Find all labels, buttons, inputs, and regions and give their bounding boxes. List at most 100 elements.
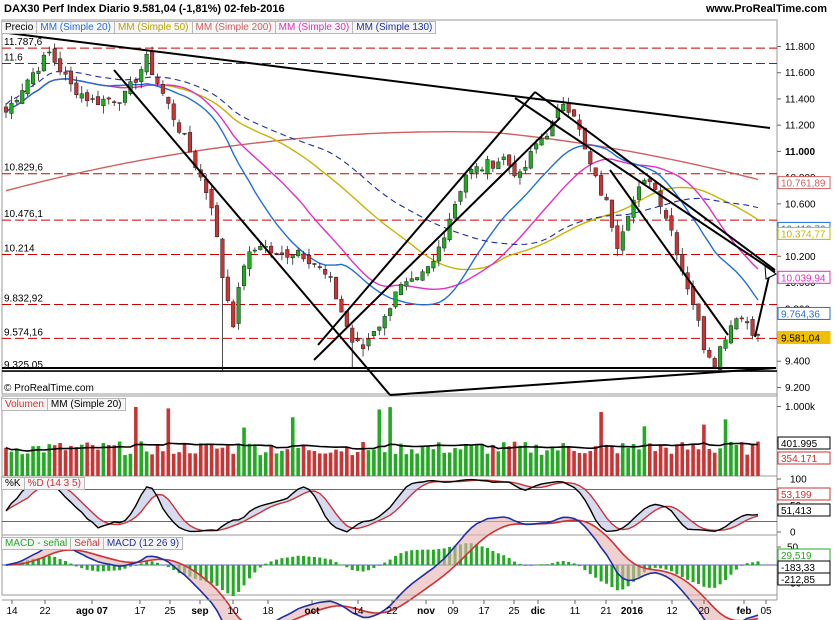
candle-body (739, 317, 744, 320)
candle-body (388, 308, 393, 316)
brand-link[interactable]: www.ProRealTime.com (705, 3, 827, 15)
volume-bar (85, 442, 89, 476)
volume-bar (588, 450, 593, 476)
price-level-label: 9.574,16 (4, 327, 43, 338)
stoch-k-line (5, 478, 759, 533)
macd-histogram-bar (69, 563, 73, 565)
macd-histogram-bar (47, 555, 51, 565)
candle-body (350, 327, 355, 343)
candle-body (663, 210, 669, 219)
macd-histogram-bar (85, 565, 89, 570)
candle-body (609, 199, 614, 228)
x-tick-label: 22 (386, 606, 398, 617)
candle-body (507, 154, 512, 166)
candle-body (160, 84, 165, 94)
volume-bar (139, 441, 144, 476)
x-tick-label: 17 (134, 606, 146, 617)
candle-body (544, 135, 550, 140)
candle-body (139, 69, 144, 82)
candle-body (41, 54, 46, 72)
volume-bar (350, 455, 355, 476)
volume-bar (69, 445, 73, 476)
trend-line (317, 91, 536, 346)
volume-bar (550, 447, 555, 476)
legend-stoch-k[interactable]: %K (1, 477, 24, 490)
volume-value-box (777, 451, 831, 465)
macd-tick-label: 50 (787, 543, 799, 554)
x-tick-label: 05 (760, 606, 772, 617)
macd-histogram-bar (734, 565, 738, 570)
legend-macd-hist[interactable]: MACD - señal (1, 537, 71, 550)
volume-bar (669, 453, 674, 476)
candle-body (306, 254, 312, 265)
legend-stoch-d[interactable]: %D (14 3 5) (23, 477, 85, 490)
volume-bar (182, 444, 187, 476)
macd-histogram-bar (329, 559, 333, 565)
legend-volume-ma[interactable]: MM (Simple 20) (46, 398, 126, 411)
legend-macd-signal[interactable]: Señal (70, 537, 103, 550)
volume-bar (620, 443, 625, 476)
candle-body (9, 102, 14, 114)
candle-body (312, 263, 317, 265)
candle-body (171, 103, 176, 120)
volume-bar (653, 451, 658, 476)
macd-histogram-bar (318, 557, 322, 565)
candle-body (442, 237, 447, 249)
stoch-value-box (777, 487, 831, 501)
legend-volume[interactable]: Volumen (1, 398, 47, 411)
legend-ma130[interactable]: MM (Simple 130) (352, 21, 437, 34)
candle-body (47, 51, 52, 54)
candle-body (615, 225, 620, 249)
volume-bar (458, 449, 463, 476)
volume-bar (161, 451, 165, 476)
candle-body (112, 101, 117, 103)
candle-body (85, 92, 90, 102)
legend-price[interactable]: Precio (1, 21, 37, 34)
candle-body (458, 191, 463, 202)
candle-body (247, 251, 252, 270)
volume-bar (528, 452, 533, 476)
candle-body (393, 291, 398, 308)
volume-bar (372, 449, 376, 476)
volume-bar (399, 443, 403, 476)
x-tick-label: 11 (570, 606, 581, 617)
macd-histogram-bar (480, 546, 484, 565)
macd-value-box (777, 572, 831, 586)
volume-bar (334, 449, 338, 476)
volume-tick-label: 1.000k (785, 402, 816, 413)
volume-bar (339, 451, 344, 476)
candle-body (31, 72, 36, 84)
macd-histogram-bar (253, 565, 257, 573)
volume-bar (236, 444, 241, 476)
volume-bar (647, 443, 652, 476)
legend-ma30[interactable]: MM (Simple 30) (274, 21, 353, 34)
macd-histogram-bar (718, 565, 722, 585)
macd-histogram-bar (112, 565, 116, 571)
volume-bar (442, 452, 447, 476)
macd-histogram-bar (388, 559, 392, 565)
macd-histogram-bar (756, 561, 760, 565)
volume-bar (215, 448, 219, 476)
volume-bar (393, 453, 398, 476)
macd-histogram-bar (339, 564, 343, 566)
stoch-d-line (5, 479, 759, 532)
macd-histogram-bar (437, 548, 441, 565)
legend-ma50[interactable]: MM (Simple 50) (113, 21, 192, 34)
chart-title: DAX30 Perf Index Diario 9.581,04 (-1,81%… (4, 3, 285, 15)
macd-histogram-bar (529, 565, 533, 566)
volume-bar (447, 452, 452, 476)
x-tick-label: oct (305, 606, 321, 617)
legend-ma200[interactable]: MM (Simple 200) (191, 21, 275, 34)
volume-bar (377, 409, 382, 476)
volume-bar (58, 442, 62, 476)
macd-histogram-bar (128, 565, 132, 567)
candle-body (301, 253, 306, 260)
volume-bar (345, 446, 349, 476)
macd-histogram-bar (502, 555, 506, 565)
volume-bar (63, 450, 68, 476)
legend-ma20[interactable]: MM (Simple 20) (36, 21, 114, 34)
volume-bar (134, 406, 138, 476)
macd-histogram-bar (556, 561, 560, 565)
legend-macd-line[interactable]: MACD (12 26 9) (102, 537, 184, 550)
macd-histogram-bar (659, 565, 663, 569)
